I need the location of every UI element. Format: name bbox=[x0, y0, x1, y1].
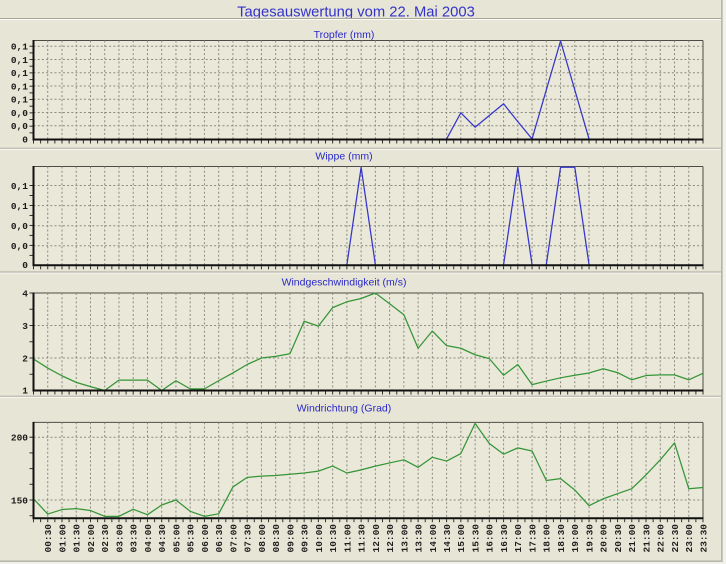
svg-text:19:30: 19:30 bbox=[584, 524, 595, 553]
svg-text:03:30: 03:30 bbox=[129, 524, 140, 553]
svg-text:0: 0 bbox=[22, 260, 28, 271]
svg-text:12:00: 12:00 bbox=[371, 524, 382, 553]
svg-text:05:00: 05:00 bbox=[171, 524, 182, 553]
svg-text:20:00: 20:00 bbox=[599, 524, 610, 553]
svg-text:12:30: 12:30 bbox=[385, 524, 396, 553]
svg-text:0,1: 0,1 bbox=[11, 81, 28, 92]
svg-text:150: 150 bbox=[11, 495, 28, 506]
svg-text:20:30: 20:30 bbox=[613, 524, 624, 553]
svg-text:06:00: 06:00 bbox=[200, 524, 211, 553]
svg-text:19:00: 19:00 bbox=[570, 524, 581, 553]
svg-text:2: 2 bbox=[22, 353, 28, 364]
svg-text:11:30: 11:30 bbox=[357, 524, 368, 553]
svg-text:3: 3 bbox=[22, 321, 28, 332]
svg-text:03:00: 03:00 bbox=[114, 524, 125, 553]
svg-text:14:00: 14:00 bbox=[428, 524, 439, 553]
svg-text:01:30: 01:30 bbox=[72, 524, 83, 553]
svg-text:16:00: 16:00 bbox=[485, 524, 496, 553]
svg-text:Tagesauswertung vom 22. Mai 20: Tagesauswertung vom 22. Mai 2003 bbox=[237, 5, 475, 21]
svg-text:23:00: 23:00 bbox=[684, 524, 695, 553]
svg-text:Windrichtung (Grad): Windrichtung (Grad) bbox=[297, 403, 392, 415]
svg-text:13:30: 13:30 bbox=[414, 524, 425, 553]
svg-text:18:00: 18:00 bbox=[542, 524, 553, 553]
svg-text:17:30: 17:30 bbox=[527, 524, 538, 553]
svg-text:07:30: 07:30 bbox=[243, 524, 254, 553]
svg-text:10:00: 10:00 bbox=[314, 524, 325, 553]
svg-text:18:30: 18:30 bbox=[556, 524, 567, 553]
svg-text:21:30: 21:30 bbox=[641, 524, 652, 553]
svg-text:10:30: 10:30 bbox=[328, 524, 339, 553]
svg-text:200: 200 bbox=[11, 433, 28, 444]
svg-text:02:00: 02:00 bbox=[86, 524, 97, 553]
svg-text:22:30: 22:30 bbox=[670, 524, 681, 553]
svg-text:11:00: 11:00 bbox=[342, 524, 353, 553]
svg-text:08:30: 08:30 bbox=[271, 524, 282, 553]
svg-text:16:30: 16:30 bbox=[499, 524, 510, 553]
svg-text:06:30: 06:30 bbox=[214, 524, 225, 553]
svg-text:04:00: 04:00 bbox=[143, 524, 154, 553]
svg-text:04:30: 04:30 bbox=[157, 524, 168, 553]
svg-text:0,0: 0,0 bbox=[11, 241, 28, 252]
svg-text:0,0: 0,0 bbox=[11, 108, 28, 119]
svg-text:15:30: 15:30 bbox=[470, 524, 481, 553]
svg-text:0,1: 0,1 bbox=[11, 68, 28, 79]
svg-text:0,1: 0,1 bbox=[11, 95, 28, 106]
svg-text:09:00: 09:00 bbox=[285, 524, 296, 553]
svg-text:08:00: 08:00 bbox=[257, 524, 268, 553]
svg-text:00:30: 00:30 bbox=[43, 524, 54, 553]
svg-text:09:30: 09:30 bbox=[300, 524, 311, 553]
svg-text:22:00: 22:00 bbox=[656, 524, 667, 553]
svg-text:15:00: 15:00 bbox=[456, 524, 467, 553]
svg-text:0,1: 0,1 bbox=[11, 181, 28, 192]
svg-text:Tropfer (mm): Tropfer (mm) bbox=[314, 29, 375, 41]
svg-text:0,1: 0,1 bbox=[11, 55, 28, 66]
svg-text:0,1: 0,1 bbox=[11, 42, 28, 53]
svg-text:4: 4 bbox=[22, 288, 28, 299]
svg-text:0,0: 0,0 bbox=[11, 221, 28, 232]
svg-text:13:00: 13:00 bbox=[399, 524, 410, 553]
svg-text:Windgeschwindigkeit (m/s): Windgeschwindigkeit (m/s) bbox=[282, 277, 407, 289]
svg-text:1: 1 bbox=[22, 385, 28, 396]
svg-text:0: 0 bbox=[22, 134, 28, 145]
svg-text:0,1: 0,1 bbox=[11, 201, 28, 212]
svg-text:21:00: 21:00 bbox=[627, 524, 638, 553]
svg-text:01:00: 01:00 bbox=[57, 524, 68, 553]
svg-text:Wippe (mm): Wippe (mm) bbox=[315, 151, 372, 163]
svg-text:07:00: 07:00 bbox=[228, 524, 239, 553]
svg-text:02:30: 02:30 bbox=[100, 524, 111, 553]
svg-text:05:30: 05:30 bbox=[186, 524, 197, 553]
svg-text:23:30: 23:30 bbox=[698, 524, 709, 553]
svg-text:0,0: 0,0 bbox=[11, 121, 28, 132]
svg-text:17:00: 17:00 bbox=[513, 524, 524, 553]
svg-text:14:30: 14:30 bbox=[442, 524, 453, 553]
